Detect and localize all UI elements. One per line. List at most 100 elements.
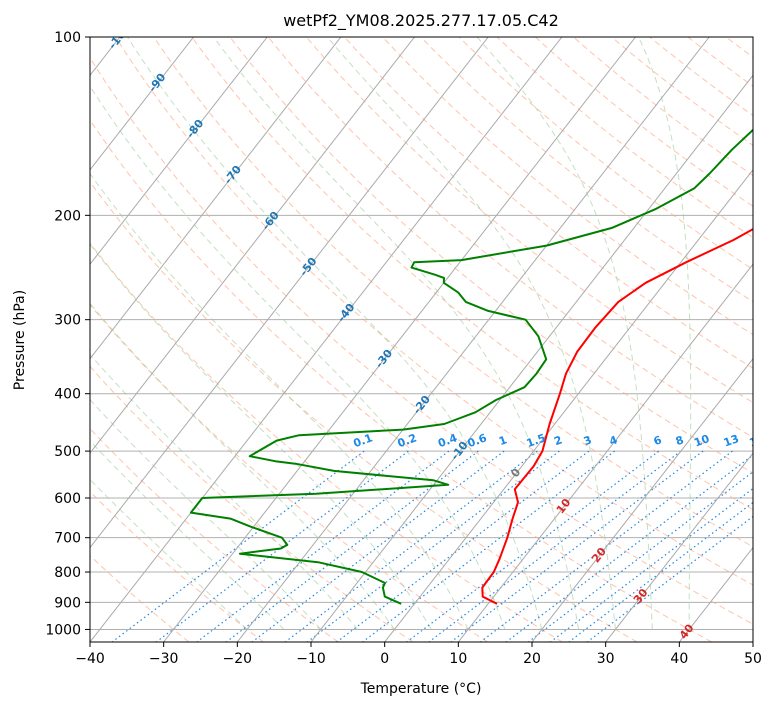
mixing-ratio-label: 8 (674, 433, 686, 448)
mixing-ratio-line (284, 450, 538, 642)
isotherm-label: 10 (554, 496, 574, 516)
y-tick-label: 1000 (45, 622, 81, 638)
moist-adiabat-line (90, 302, 395, 630)
isotherm-line (90, 37, 342, 360)
dry-adiabat-line (115, 37, 753, 586)
dry-adiabat-line (90, 181, 638, 642)
mixing-ratio-line (336, 450, 590, 642)
isotherm-line (90, 37, 268, 266)
sounding-traces (189, 128, 753, 605)
x-tick-label: −40 (75, 651, 105, 667)
mixing-ratio-label: 1.5 (525, 431, 548, 450)
x-tick-label: 50 (744, 651, 762, 667)
y-tick-label: 500 (54, 444, 81, 460)
isotherm-line (90, 37, 489, 549)
moist-adiabat-line (213, 37, 580, 630)
isotherm-line (605, 452, 753, 642)
x-tick-label: 10 (449, 651, 467, 667)
mixing-ratio-label: 20 (770, 432, 775, 450)
plot-area: -100-90-80-70-60-50-40-30-20-10010203040… (90, 37, 775, 642)
mixing-ratio-label: 16 (748, 432, 767, 450)
pressure-gridlines (90, 37, 753, 630)
isotherm-line (457, 263, 753, 642)
mixing-ratio-label: 0.6 (466, 431, 489, 450)
mixing-ratio-label: 0.1 (352, 431, 375, 450)
isotherm-line (310, 74, 753, 642)
mixing-ratio-line (568, 501, 753, 642)
y-tick-label: 700 (54, 531, 81, 547)
mixing-ratio-label: 3 (582, 433, 594, 448)
dewpoint-trace (189, 128, 753, 605)
x-tick-label: −20 (223, 651, 253, 667)
mixing-ratio-label: 0.4 (436, 431, 459, 450)
mixing-ratio-label: 1 (497, 433, 509, 448)
moist-adiabat-line (90, 172, 469, 630)
isotherm-line (384, 168, 753, 642)
isotherm-label: -40 (335, 301, 358, 325)
y-tick-label: 800 (54, 565, 81, 581)
moist-adiabat-line (638, 37, 692, 630)
moist-adiabat-line (326, 37, 616, 630)
mixing-ratio-label: 2 (552, 433, 564, 448)
mixing-ratio-line (251, 450, 505, 642)
dry-adiabat-line (191, 37, 753, 511)
isotherm-line (531, 357, 753, 642)
mixing-ratio-label: 10 (692, 432, 711, 450)
x-tick-label: 0 (380, 651, 389, 667)
moist-adiabat-line (90, 398, 322, 630)
mixing-ratio-line (550, 487, 753, 642)
chart-title: wetPf2_YM08.2025.277.17.05.C42 (283, 11, 559, 31)
dry-adiabat-line (90, 554, 190, 642)
dry-adiabat-line (90, 242, 563, 642)
y-tick-label: 900 (54, 595, 81, 611)
isotherm-label: -20 (410, 393, 433, 417)
moist-adiabat-line (90, 440, 285, 630)
moist-adiabat-line (90, 243, 432, 630)
x-tick-label: −10 (296, 651, 326, 667)
y-tick-label: 400 (54, 387, 81, 403)
mixing-ratio-line (225, 450, 479, 642)
moist-adiabat-line (90, 85, 506, 630)
mixing-ratio-line (450, 450, 704, 642)
dry-adiabat-line (534, 37, 753, 207)
x-tick-label: 40 (670, 651, 688, 667)
x-tick-label: −30 (149, 651, 179, 667)
isotherm-label: -70 (222, 163, 245, 187)
plot-frame (89, 36, 754, 643)
y-axis-ticks: 100 200 300 400 500 600 700 800 900 1000 (45, 30, 90, 638)
dry-adiabat-line (90, 304, 488, 642)
isotherm-line (752, 641, 753, 642)
mixing-ratio-line (527, 471, 753, 642)
mixing-ratio-label: 13 (722, 432, 741, 449)
mixing-ratio-line (505, 454, 753, 642)
dry-adiabat-line (90, 490, 264, 642)
dry-adiabat-line (344, 37, 753, 369)
dry-adiabat-line (229, 37, 753, 474)
dry-adiabat-line (90, 119, 712, 642)
isotherm-label: -90 (146, 71, 169, 95)
mixing-ratio-label: 0.2 (396, 431, 419, 450)
isotherm-line (90, 37, 563, 642)
moist-adiabat-line (476, 37, 653, 630)
y-tick-label: 600 (54, 491, 81, 507)
isotherm-label: -30 (373, 347, 396, 371)
moist-adiabat-line (90, 478, 248, 630)
mixing-ratio-label: 4 (608, 433, 620, 448)
x-axis-ticks: −40 −30 −20 −10 0 10 20 30 40 50 (75, 642, 762, 667)
isotherm-line (236, 37, 710, 642)
x-tick-label: 20 (523, 651, 541, 667)
mixing-ratio-line (428, 450, 682, 642)
dry-adiabat-line (420, 37, 753, 303)
temperature-trace (481, 228, 753, 605)
isotherm-label: -60 (259, 209, 282, 233)
y-tick-label: 100 (54, 30, 81, 46)
mixing-ratio-line (362, 450, 615, 642)
y-tick-label: 300 (54, 313, 81, 329)
isotherm-line (90, 37, 194, 171)
isotherms (90, 37, 753, 642)
mixing-ratio-line (196, 450, 450, 642)
dry-adiabat-line (153, 37, 753, 548)
dry-adiabats (90, 37, 753, 642)
dry-adiabat-line (90, 56, 753, 625)
isotherm-line (163, 37, 636, 642)
